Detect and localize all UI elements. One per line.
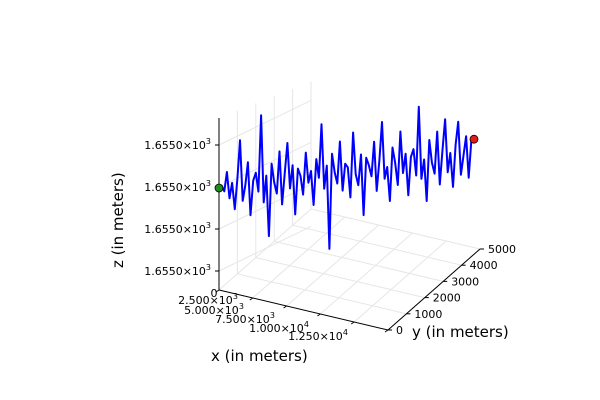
x-tick-label: 1.250×104 — [288, 328, 348, 343]
y-tick-label: 0 — [396, 324, 403, 337]
start-point-marker — [214, 183, 224, 193]
y-tick-label: 5000 — [488, 243, 516, 256]
x-tick-label: 0 — [211, 287, 218, 300]
floor-grid-line — [255, 257, 425, 299]
x-tick-label: 2.500×103 — [178, 292, 238, 307]
wall-grid-line — [218, 99, 312, 146]
y-tick-label: 1000 — [414, 308, 442, 321]
z-tick-label: 1.6550×103 — [144, 263, 211, 278]
x-axis-line — [218, 289, 389, 331]
series-line — [218, 105, 475, 250]
wall-grid-line — [218, 225, 312, 272]
y-tick-label: 3000 — [451, 275, 479, 288]
z-tick-label: 1.6550×103 — [144, 137, 211, 152]
x-tick-mark — [384, 329, 389, 333]
x-tick-mark — [283, 305, 287, 309]
x-tick-label: 7.500×103 — [215, 311, 275, 326]
x-tick-label: 5.000×103 — [184, 302, 244, 317]
z-tick-label: 1.6550×103 — [144, 221, 211, 236]
x-tick-mark — [215, 289, 220, 293]
floor-grid-line — [237, 273, 407, 315]
x-tick-mark — [249, 297, 254, 301]
tick-labels: 02.500×1035.000×1037.500×1031.000×1041.2… — [144, 137, 516, 343]
z-axis-label: z (in meters) — [109, 172, 127, 268]
y-axis-line — [387, 248, 481, 331]
x-axis-label: x (in meters) — [211, 347, 308, 365]
x-tick-label: 1.000×104 — [249, 320, 309, 335]
floor-grid-line — [286, 224, 379, 307]
wall-grid-line — [218, 141, 312, 188]
z-tick-label: 1.6550×103 — [144, 179, 211, 194]
floor-grid-line — [310, 208, 481, 250]
x-tick-mark — [350, 321, 355, 325]
y-tick-label: 2000 — [433, 292, 461, 305]
floor-grid-line — [353, 240, 447, 323]
x-tick-mark — [317, 313, 321, 317]
floor-grid-line — [292, 224, 462, 266]
y-tick-label: 4000 — [470, 259, 498, 272]
floor-grid-line — [252, 216, 346, 299]
floor-grid-line — [320, 232, 413, 315]
end-point-marker — [469, 134, 479, 144]
floor-grid-line — [274, 240, 444, 282]
floor-grid-line — [218, 208, 312, 291]
y-axis-label: y (in meters) — [412, 323, 509, 341]
